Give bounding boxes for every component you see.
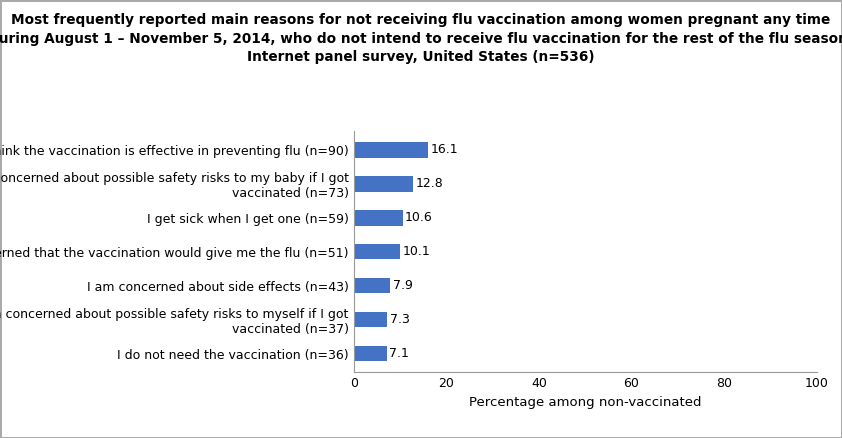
Bar: [354, 278, 390, 293]
Bar: [354, 244, 401, 259]
Text: 7.1: 7.1: [389, 347, 408, 360]
Text: 12.8: 12.8: [415, 177, 443, 191]
X-axis label: Percentage among non-vaccinated: Percentage among non-vaccinated: [469, 396, 701, 409]
Text: 10.1: 10.1: [402, 245, 430, 258]
Bar: [354, 210, 402, 226]
Bar: [354, 312, 387, 327]
Text: 16.1: 16.1: [430, 144, 458, 156]
Text: 10.6: 10.6: [405, 212, 433, 224]
Text: 7.9: 7.9: [392, 279, 413, 292]
Text: 7.3: 7.3: [390, 313, 410, 326]
Bar: [354, 177, 413, 191]
Text: Most frequently reported main reasons for not receiving flu vaccination among wo: Most frequently reported main reasons fo…: [0, 13, 842, 64]
Bar: [354, 346, 386, 361]
Bar: [354, 142, 429, 158]
